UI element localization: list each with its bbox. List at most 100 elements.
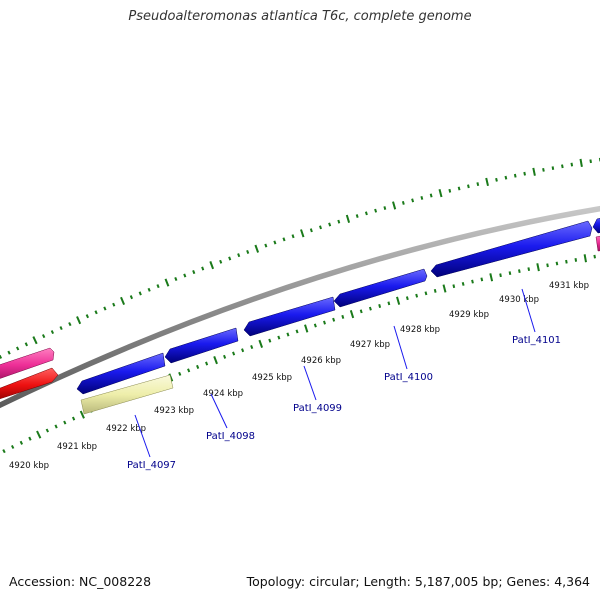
outer-tick: [85, 314, 90, 319]
outer-tick: [345, 214, 351, 223]
outer-tick: [589, 159, 592, 164]
outer-tick: [138, 291, 142, 296]
inner-tick: [433, 288, 437, 293]
gene-arrow-patl-4101[interactable]: [430, 220, 593, 278]
inner-tick: [223, 354, 227, 359]
scale-label-4926: 4926 kbp: [301, 356, 341, 366]
outer-tick: [291, 234, 295, 239]
outer-tick: [50, 330, 55, 335]
inner-tick: [396, 296, 401, 305]
outer-tick: [364, 211, 368, 216]
gene-labels: PatI_4097 PatI_4098 PatI_4099 PatI_4100 …: [127, 335, 561, 471]
red-feature[interactable]: [0, 367, 59, 402]
leader-line-patl-4100: [393, 325, 408, 370]
outer-tick: [438, 188, 443, 198]
inner-tick: [593, 254, 596, 259]
inner-tick: [232, 351, 236, 356]
inner-tick: [258, 339, 264, 348]
inner-tick: [71, 416, 76, 421]
inner-tick: [323, 320, 326, 325]
scale-label-4921: 4921 kbp: [57, 442, 97, 452]
inner-tick: [277, 335, 281, 340]
accession-text: Accession: NC_008228: [9, 574, 152, 589]
gene-label-patl-4097[interactable]: PatI_4097: [127, 460, 176, 471]
leader-line-patl-4101: [521, 288, 536, 333]
genome-summary-text: Topology: circular; Length: 5,187,005 bp…: [246, 574, 590, 589]
gene-label-patl-4100[interactable]: PatI_4100: [384, 372, 433, 383]
outer-tick: [319, 225, 322, 230]
inner-tick: [313, 323, 317, 328]
inner-tick: [565, 259, 568, 264]
outer-tick: [103, 306, 107, 311]
scale-label-4924: 4924 kbp: [203, 389, 243, 399]
outer-tick: [174, 277, 178, 281]
outer-tick: [264, 243, 268, 248]
outer-tick: [513, 173, 517, 178]
outer-tick: [192, 270, 196, 275]
gene-label-patl-4099[interactable]: PatI_4099: [293, 403, 342, 414]
outer-tick: [246, 249, 250, 254]
inner-tick: [213, 356, 218, 365]
outer-tick: [309, 228, 313, 233]
inner-tick: [295, 329, 299, 334]
outer-tick: [7, 350, 11, 355]
outer-tick: [120, 296, 126, 305]
inner-tick: [359, 309, 363, 314]
outer-tick: [219, 259, 223, 264]
outer-tick: [457, 186, 461, 191]
inner-tick: [341, 314, 345, 319]
inner-tick: [461, 281, 465, 286]
scale-label-4929: 4929 kbp: [449, 310, 489, 320]
inner-tick: [286, 332, 290, 337]
inner-tick: [378, 304, 382, 308]
inner-tick: [2, 449, 6, 454]
inner-tick: [387, 301, 391, 306]
map-title: Pseudoalteromonas atlantica T6c, complet…: [128, 9, 472, 24]
inner-tick: [480, 277, 484, 282]
inner-tick: [36, 430, 42, 439]
outer-tick: [147, 287, 151, 292]
gene-arrow-patl-4097[interactable]: [76, 352, 166, 395]
inner-tick: [63, 420, 67, 425]
outer-tick: [504, 175, 508, 180]
outer-tick: [429, 193, 433, 198]
scale-label-4927: 4927 kbp: [350, 340, 390, 350]
inner-tick: [241, 348, 245, 353]
outer-tick: [15, 346, 20, 351]
inner-tick: [527, 267, 531, 272]
inner-tick: [54, 424, 58, 429]
outer-tick: [76, 316, 82, 325]
scale-label-4930: 4930 kbp: [499, 295, 539, 305]
inner-tick: [250, 345, 254, 350]
scale-labels: 4920 kbp 4921 kbp 4922 kbp 4923 kbp 4924…: [9, 281, 589, 471]
outer-tick: [237, 253, 241, 258]
gene-arrow-patl-4100[interactable]: [333, 268, 428, 308]
scale-label-4922: 4922 kbp: [106, 424, 146, 434]
outer-tick: [570, 162, 574, 167]
gene-label-patl-4101[interactable]: PatI_4101: [512, 335, 561, 346]
scale-label-4925: 4925 kbp: [252, 373, 292, 383]
outer-tick: [476, 182, 480, 187]
yellow-reverse-feature[interactable]: [80, 374, 174, 415]
gene-arrow-patl-4098[interactable]: [164, 327, 239, 364]
leader-line-patl-4099: [303, 365, 317, 401]
outer-tick: [579, 158, 583, 167]
pink-feature-edge[interactable]: [595, 234, 600, 252]
pink-feature[interactable]: [0, 347, 55, 382]
outer-tick: [523, 171, 526, 176]
inner-tick: [205, 361, 209, 366]
inner-tick: [546, 263, 549, 268]
inner-tick: [415, 293, 419, 298]
gene-arrow-patl-4099[interactable]: [243, 296, 336, 337]
gene-arrow-next[interactable]: [592, 216, 600, 234]
outer-tick: [411, 198, 415, 203]
gene-label-patl-4098[interactable]: PatI_4098: [206, 431, 255, 442]
outer-tick: [41, 334, 46, 339]
outer-tick: [156, 284, 160, 289]
outer-tick-row: [0, 157, 600, 359]
outer-tick: [383, 206, 387, 210]
inner-tick: [19, 440, 24, 445]
outer-tick: [59, 326, 63, 331]
